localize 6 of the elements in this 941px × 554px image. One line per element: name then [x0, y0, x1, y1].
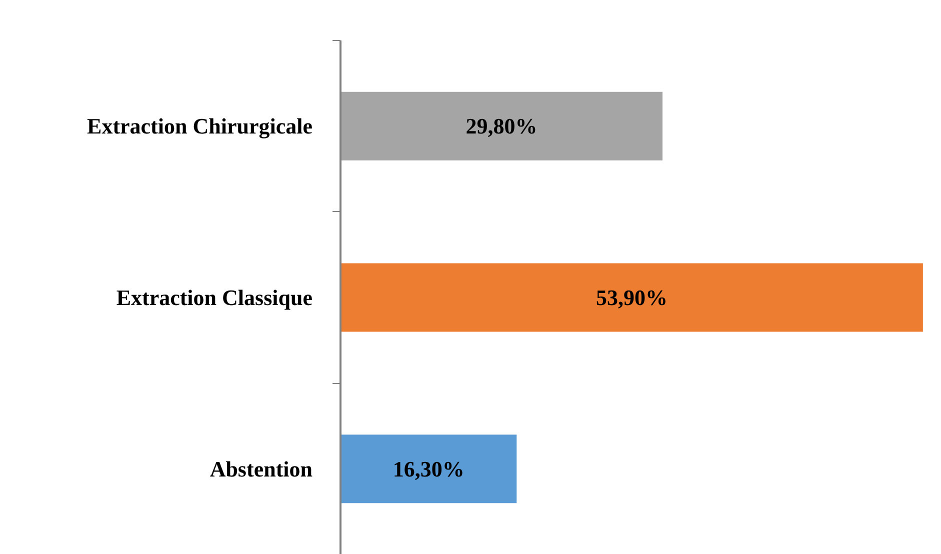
y-tick-label: Abstention: [210, 456, 313, 482]
data-label: 16,30%: [392, 456, 464, 482]
data-label: 29,80%: [466, 114, 538, 139]
y-tick-label: Extraction Classique: [116, 285, 313, 310]
y-tick-label: Extraction Chirurgicale: [87, 114, 313, 139]
data-label: 53,90%: [596, 285, 668, 310]
